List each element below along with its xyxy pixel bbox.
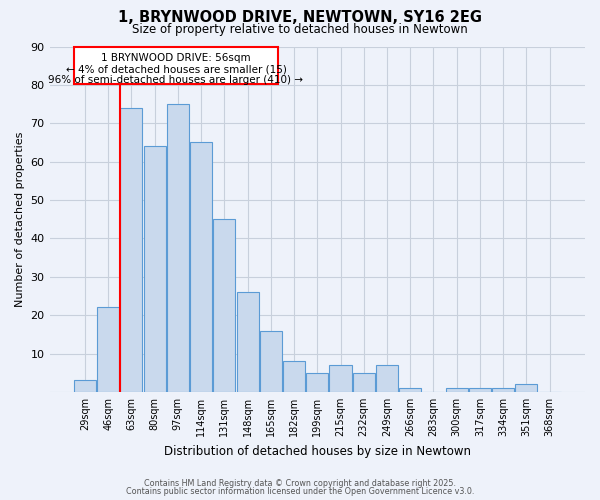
- Bar: [190, 142, 212, 392]
- Bar: [260, 330, 282, 392]
- Bar: [446, 388, 468, 392]
- Bar: [329, 365, 352, 392]
- Text: 1 BRYNWOOD DRIVE: 56sqm: 1 BRYNWOOD DRIVE: 56sqm: [101, 52, 251, 62]
- Text: Contains public sector information licensed under the Open Government Licence v3: Contains public sector information licen…: [126, 487, 474, 496]
- Bar: [97, 308, 119, 392]
- Text: 1, BRYNWOOD DRIVE, NEWTOWN, SY16 2EG: 1, BRYNWOOD DRIVE, NEWTOWN, SY16 2EG: [118, 10, 482, 25]
- Bar: [74, 380, 96, 392]
- Bar: [399, 388, 421, 392]
- Text: ← 4% of detached houses are smaller (15): ← 4% of detached houses are smaller (15): [65, 64, 286, 74]
- Y-axis label: Number of detached properties: Number of detached properties: [15, 132, 25, 307]
- Bar: [236, 292, 259, 392]
- Bar: [353, 372, 375, 392]
- Text: Size of property relative to detached houses in Newtown: Size of property relative to detached ho…: [132, 22, 468, 36]
- Bar: [167, 104, 189, 392]
- X-axis label: Distribution of detached houses by size in Newtown: Distribution of detached houses by size …: [164, 444, 471, 458]
- Bar: [306, 372, 328, 392]
- Bar: [469, 388, 491, 392]
- Bar: [376, 365, 398, 392]
- Bar: [74, 46, 278, 84]
- Bar: [283, 361, 305, 392]
- Bar: [515, 384, 538, 392]
- Bar: [213, 219, 235, 392]
- Bar: [492, 388, 514, 392]
- Bar: [143, 146, 166, 392]
- Text: Contains HM Land Registry data © Crown copyright and database right 2025.: Contains HM Land Registry data © Crown c…: [144, 478, 456, 488]
- Text: 96% of semi-detached houses are larger (410) →: 96% of semi-detached houses are larger (…: [49, 76, 304, 86]
- Bar: [121, 108, 142, 392]
